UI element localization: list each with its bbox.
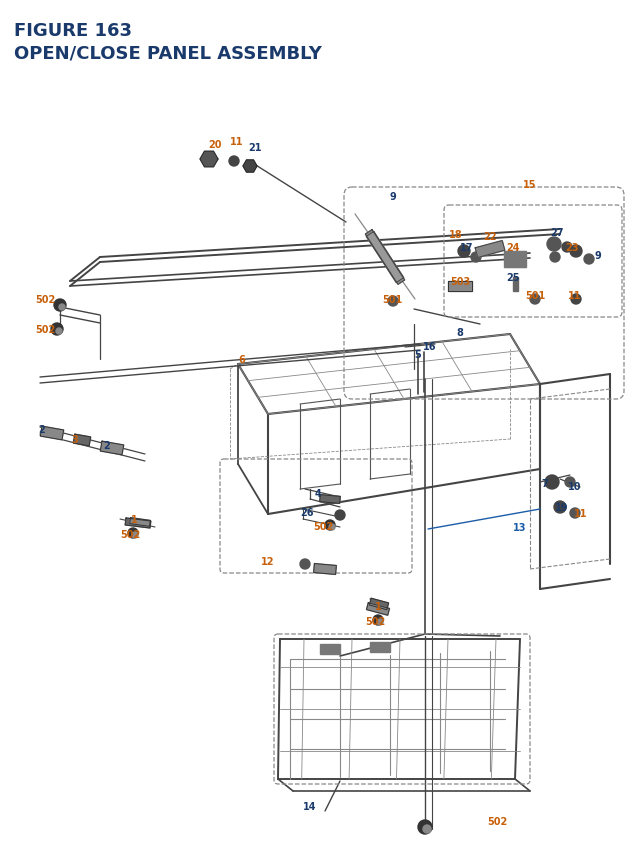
Circle shape [329,524,335,530]
Circle shape [562,243,572,253]
Circle shape [51,324,63,336]
Circle shape [584,255,594,264]
Polygon shape [130,518,150,527]
Circle shape [565,478,575,487]
Text: FIGURE 163: FIGURE 163 [14,22,132,40]
Text: 7: 7 [541,479,548,488]
Text: 10: 10 [568,481,582,492]
Text: 19: 19 [556,503,569,512]
Text: 502: 502 [120,530,140,539]
Circle shape [418,820,432,834]
Circle shape [128,529,138,538]
Text: 9: 9 [390,192,396,201]
Text: 3: 3 [72,435,78,444]
Bar [504,251,526,268]
Circle shape [530,294,540,305]
Bar [513,278,518,292]
Text: 502: 502 [35,325,55,335]
Polygon shape [367,603,390,616]
Text: 18: 18 [449,230,463,239]
Text: 21: 21 [248,143,262,152]
Circle shape [423,825,431,833]
Text: 23: 23 [565,243,579,253]
Text: 13: 13 [513,523,527,532]
Polygon shape [74,435,91,446]
Polygon shape [314,564,337,575]
Circle shape [335,511,345,520]
Polygon shape [320,495,340,504]
Text: 24: 24 [506,243,520,253]
Text: 20: 20 [208,139,221,150]
Text: 8: 8 [456,328,463,338]
Text: 15: 15 [524,180,537,189]
Text: 502: 502 [487,816,507,826]
Bar [320,644,340,654]
Polygon shape [125,518,151,529]
Text: 12: 12 [261,556,275,567]
Text: 22: 22 [483,232,497,242]
Circle shape [545,475,559,489]
Text: 11: 11 [568,291,582,300]
Circle shape [300,560,310,569]
Text: 16: 16 [423,342,436,351]
Circle shape [554,501,566,513]
Polygon shape [365,231,404,285]
Text: 27: 27 [550,228,564,238]
Text: 2: 2 [104,441,110,450]
Circle shape [388,297,398,307]
Circle shape [547,238,561,251]
Text: OPEN/CLOSE PANEL ASSEMBLY: OPEN/CLOSE PANEL ASSEMBLY [14,45,322,63]
Circle shape [377,619,383,625]
Text: 25: 25 [506,273,520,282]
Text: 26: 26 [300,507,314,517]
Circle shape [56,329,62,335]
Text: 502: 502 [35,294,55,305]
Circle shape [570,508,580,518]
Text: 14: 14 [303,801,317,811]
Polygon shape [448,282,472,292]
Text: 502: 502 [365,616,385,626]
Bar [370,642,390,653]
Text: 501: 501 [382,294,402,305]
Circle shape [325,520,335,530]
Polygon shape [366,232,404,283]
Circle shape [54,300,66,312]
Text: 1: 1 [131,514,138,524]
Text: 501: 501 [525,291,545,300]
Polygon shape [243,161,257,173]
Polygon shape [200,152,218,168]
Polygon shape [100,442,124,455]
Text: 9: 9 [595,251,602,261]
Circle shape [570,245,582,257]
Circle shape [471,253,481,263]
Text: 502: 502 [313,522,333,531]
Polygon shape [369,598,388,610]
Text: 11: 11 [574,508,588,518]
Circle shape [550,253,560,263]
Circle shape [59,305,65,311]
Text: 2: 2 [38,424,45,435]
Circle shape [373,616,383,625]
Polygon shape [475,241,505,258]
Circle shape [132,532,138,538]
Text: 5: 5 [415,350,421,360]
Text: 503: 503 [450,276,470,287]
Text: 11: 11 [230,137,244,147]
Text: 17: 17 [460,243,474,253]
Circle shape [571,294,581,305]
Circle shape [458,245,470,257]
Circle shape [229,157,239,167]
Text: 4: 4 [315,488,321,499]
Text: 1: 1 [374,601,381,611]
Polygon shape [40,427,64,440]
Text: 6: 6 [239,355,245,364]
